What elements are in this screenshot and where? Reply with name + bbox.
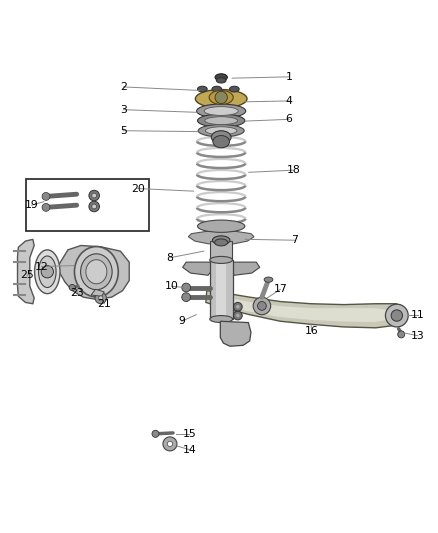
Circle shape [69, 285, 75, 290]
Ellipse shape [211, 131, 231, 144]
Ellipse shape [210, 316, 233, 322]
Text: 5: 5 [120, 126, 127, 136]
Ellipse shape [210, 256, 233, 263]
Circle shape [215, 91, 227, 103]
Text: 7: 7 [291, 235, 298, 245]
Circle shape [236, 314, 240, 317]
Ellipse shape [195, 90, 247, 108]
Circle shape [41, 265, 53, 278]
Text: 18: 18 [286, 165, 300, 175]
Ellipse shape [215, 74, 227, 81]
Polygon shape [18, 239, 34, 304]
Text: 21: 21 [97, 298, 111, 309]
Circle shape [167, 441, 173, 447]
Text: 23: 23 [70, 288, 84, 298]
Text: 2: 2 [120, 82, 127, 92]
Ellipse shape [213, 135, 230, 148]
Text: 20: 20 [131, 183, 145, 193]
Text: 17: 17 [273, 284, 287, 294]
Ellipse shape [204, 107, 238, 115]
Ellipse shape [35, 250, 60, 294]
Polygon shape [220, 321, 251, 346]
Circle shape [92, 204, 96, 209]
Text: 25: 25 [20, 270, 34, 280]
Ellipse shape [212, 236, 230, 245]
Ellipse shape [198, 114, 245, 127]
Circle shape [182, 293, 191, 302]
Circle shape [163, 437, 177, 451]
Circle shape [233, 311, 242, 320]
Circle shape [42, 192, 50, 200]
Ellipse shape [198, 125, 244, 137]
Bar [210, 241, 232, 262]
Ellipse shape [205, 117, 237, 125]
Text: 8: 8 [166, 253, 173, 263]
Text: 12: 12 [35, 262, 49, 271]
Polygon shape [183, 262, 212, 275]
Polygon shape [77, 258, 117, 283]
Bar [210, 260, 233, 319]
Ellipse shape [197, 104, 246, 118]
Text: 15: 15 [182, 429, 196, 439]
Ellipse shape [209, 91, 233, 104]
Bar [26, 179, 149, 231]
Circle shape [253, 297, 271, 314]
Circle shape [385, 304, 408, 327]
Ellipse shape [81, 254, 112, 290]
Polygon shape [91, 289, 104, 296]
Ellipse shape [198, 220, 245, 232]
Circle shape [42, 204, 50, 211]
Ellipse shape [264, 277, 273, 282]
Circle shape [152, 430, 159, 437]
Text: 3: 3 [120, 104, 127, 115]
Polygon shape [223, 297, 392, 322]
Polygon shape [188, 231, 254, 245]
Circle shape [391, 310, 403, 321]
Text: 13: 13 [411, 330, 425, 341]
Text: 14: 14 [182, 445, 196, 455]
Ellipse shape [212, 86, 222, 92]
Circle shape [182, 283, 191, 292]
Circle shape [92, 193, 96, 198]
Polygon shape [206, 290, 403, 328]
Circle shape [99, 296, 103, 300]
Circle shape [398, 331, 405, 338]
Polygon shape [59, 246, 129, 300]
Circle shape [89, 201, 99, 212]
Ellipse shape [39, 256, 56, 287]
Text: 9: 9 [178, 316, 185, 326]
Text: 11: 11 [411, 310, 425, 320]
Text: 19: 19 [25, 200, 39, 210]
Circle shape [95, 292, 106, 304]
Circle shape [258, 302, 266, 310]
Ellipse shape [230, 86, 239, 92]
Circle shape [236, 305, 240, 309]
Ellipse shape [215, 239, 228, 246]
Text: 16: 16 [305, 326, 319, 336]
Polygon shape [230, 262, 260, 275]
Ellipse shape [205, 127, 237, 135]
Text: 4: 4 [286, 96, 293, 106]
Bar [216, 260, 226, 319]
Text: 1: 1 [286, 72, 293, 82]
Ellipse shape [216, 78, 226, 83]
Circle shape [89, 190, 99, 201]
Ellipse shape [86, 260, 107, 284]
Text: 6: 6 [286, 115, 293, 124]
Ellipse shape [74, 247, 118, 297]
Ellipse shape [198, 86, 207, 92]
Text: 10: 10 [165, 281, 179, 291]
Circle shape [233, 302, 242, 311]
